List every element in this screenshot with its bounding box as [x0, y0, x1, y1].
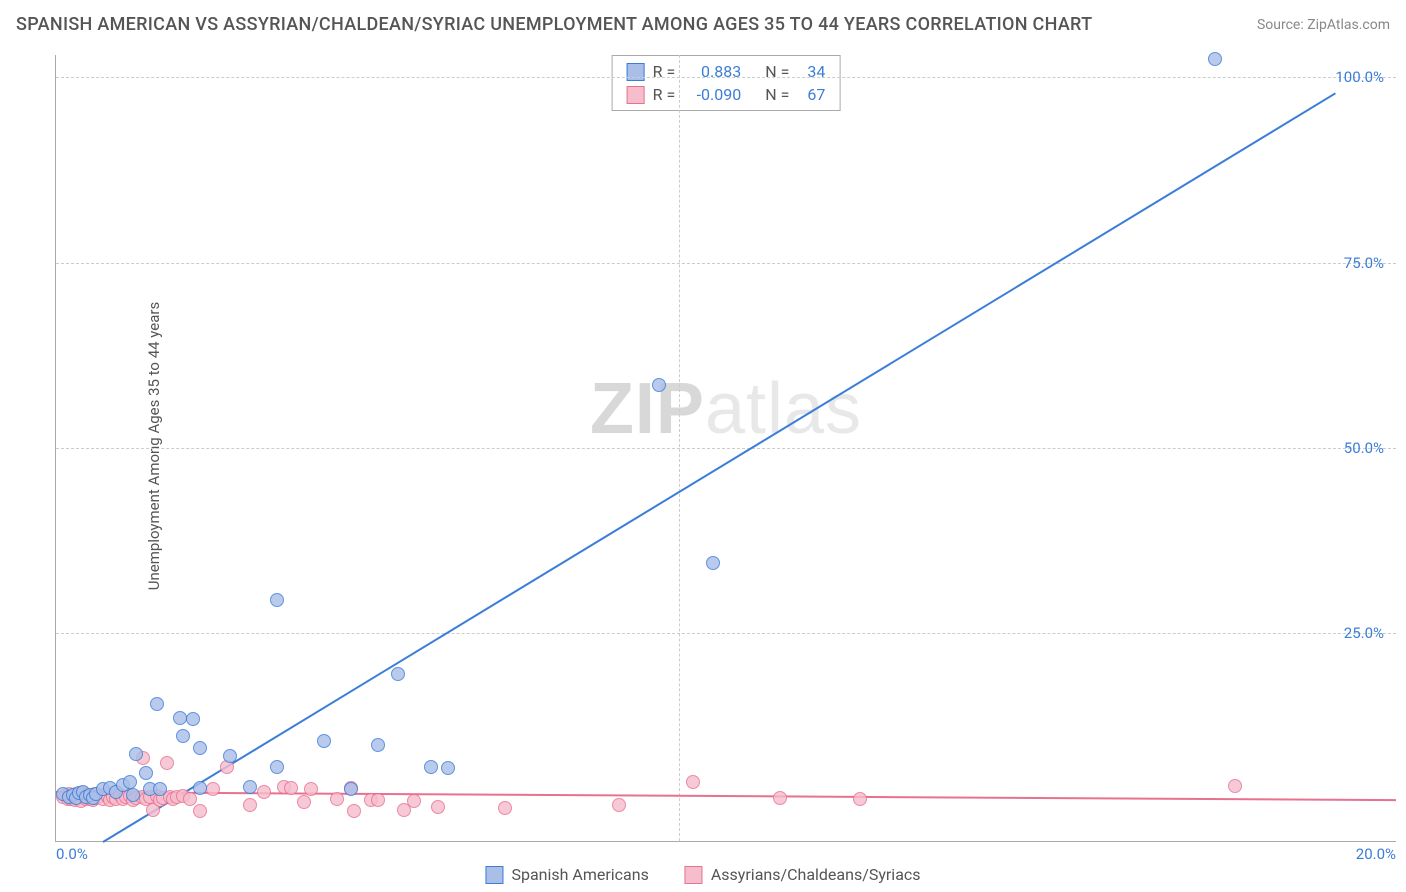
legend-swatch-1 — [485, 866, 503, 884]
gridline-h — [56, 77, 1396, 78]
legend-swatch-2 — [685, 866, 703, 884]
chart-title: SPANISH AMERICAN VS ASSYRIAN/CHALDEAN/SY… — [16, 14, 1092, 35]
data-point — [441, 761, 455, 775]
data-point — [129, 747, 143, 761]
title-bar: SPANISH AMERICAN VS ASSYRIAN/CHALDEAN/SY… — [16, 14, 1390, 35]
gridline-h — [56, 448, 1396, 449]
data-point — [193, 781, 207, 795]
stats-row-2: R = -0.090 N = 67 — [627, 83, 826, 106]
data-point — [186, 712, 200, 726]
y-tick-label: 75.0% — [1344, 254, 1384, 272]
data-point — [612, 798, 626, 812]
data-point — [173, 711, 187, 725]
gridline-h — [56, 633, 1396, 634]
x-tick-label: 20.0% — [1356, 845, 1396, 863]
data-point — [407, 794, 421, 808]
data-point — [193, 741, 207, 755]
data-point — [431, 800, 445, 814]
data-point — [773, 791, 787, 805]
legend-item-1: Spanish Americans — [485, 865, 648, 884]
data-point — [686, 775, 700, 789]
watermark: ZIPatlas — [590, 368, 862, 450]
data-point — [371, 793, 385, 807]
data-point — [347, 804, 361, 818]
data-point — [706, 556, 720, 570]
data-point — [330, 792, 344, 806]
data-point — [123, 775, 137, 789]
data-point — [297, 795, 311, 809]
data-point — [424, 760, 438, 774]
data-point — [391, 667, 405, 681]
data-point — [153, 782, 167, 796]
data-point — [371, 738, 385, 752]
data-point — [126, 788, 140, 802]
data-point — [150, 697, 164, 711]
trendline — [102, 92, 1336, 843]
data-point — [243, 780, 257, 794]
bottom-legend: Spanish Americans Assyrians/Chaldeans/Sy… — [485, 865, 920, 884]
data-point — [317, 734, 331, 748]
plot-area: ZIPatlas R = 0.883 N = 34 R = -0.090 N =… — [55, 55, 1396, 842]
data-point — [1228, 779, 1242, 793]
gridline-v — [679, 55, 680, 841]
y-tick-label: 25.0% — [1344, 624, 1384, 642]
data-point — [206, 782, 220, 796]
data-point — [243, 798, 257, 812]
data-point — [270, 760, 284, 774]
gridline-h — [56, 263, 1396, 264]
data-point — [1208, 52, 1222, 66]
source-link[interactable]: ZipAtlas.com — [1307, 17, 1390, 33]
n-value-2: 67 — [797, 85, 825, 104]
data-point — [270, 593, 284, 607]
data-point — [160, 756, 174, 770]
stats-box: R = 0.883 N = 34 R = -0.090 N = 67 — [612, 55, 841, 111]
data-point — [304, 782, 318, 796]
data-point — [284, 781, 298, 795]
x-tick-label: 0.0% — [56, 845, 88, 863]
data-point — [344, 782, 358, 796]
data-point — [257, 785, 271, 799]
r-value-2: -0.090 — [683, 85, 741, 104]
data-point — [652, 378, 666, 392]
y-tick-label: 100.0% — [1335, 68, 1384, 86]
data-point — [183, 792, 197, 806]
data-point — [193, 804, 207, 818]
data-point — [139, 766, 153, 780]
y-tick-label: 50.0% — [1344, 439, 1384, 457]
data-point — [176, 729, 190, 743]
source-label: Source: ZipAtlas.com — [1257, 17, 1390, 33]
data-point — [223, 749, 237, 763]
data-point — [498, 801, 512, 815]
stats-row-1: R = 0.883 N = 34 — [627, 60, 826, 83]
data-point — [853, 792, 867, 806]
swatch-series-2 — [627, 86, 645, 104]
legend-item-2: Assyrians/Chaldeans/Syriacs — [685, 865, 921, 884]
